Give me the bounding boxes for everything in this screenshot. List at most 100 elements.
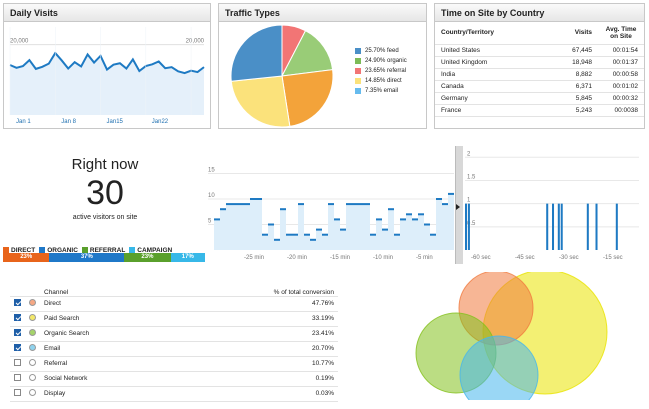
list-item[interactable]: Referral 10.77% (10, 356, 338, 372)
second-bar[interactable] (546, 203, 549, 250)
minute-bar[interactable] (448, 193, 454, 250)
table-row[interactable]: United States 67,445 00:01:54 (435, 44, 644, 57)
venn-circle[interactable] (459, 335, 539, 400)
pie-slice[interactable] (281, 30, 334, 77)
minute-bar-cap (256, 198, 262, 200)
second-bar[interactable] (560, 203, 563, 250)
minute-bar[interactable] (436, 199, 442, 250)
x-tick-label: -10 min (373, 255, 393, 261)
conversion-pct: 23.41% (268, 326, 338, 342)
minute-bar[interactable] (220, 209, 226, 250)
table-row[interactable]: Germany 5,845 00:00:32 (435, 92, 644, 105)
channel-checkbox[interactable] (14, 344, 21, 351)
minute-bar[interactable] (292, 234, 298, 250)
pie-slice[interactable] (230, 24, 283, 82)
minute-bar[interactable] (316, 229, 322, 250)
list-item[interactable]: Email 20.70% (10, 341, 338, 357)
right-now-widget: Right now 30 active visitors on site DIR… (0, 148, 210, 266)
minute-bar[interactable] (244, 204, 250, 250)
col-total-conversion[interactable]: % of total conversion (268, 278, 338, 297)
minute-bar[interactable] (322, 234, 328, 250)
minute-bar[interactable] (232, 204, 238, 250)
minute-bar[interactable] (256, 199, 262, 250)
source-tag: REFERRAL (81, 247, 125, 254)
minute-bar[interactable] (304, 234, 310, 250)
minute-bar[interactable] (394, 234, 400, 250)
minute-bar[interactable] (388, 209, 394, 250)
source-swatch (3, 247, 9, 253)
minute-bar[interactable] (328, 204, 334, 250)
minute-bar[interactable] (352, 204, 358, 250)
visits-value: 5,243 (544, 104, 598, 117)
second-bar[interactable] (586, 203, 589, 250)
minute-bar[interactable] (298, 204, 304, 250)
second-bar[interactable] (465, 203, 468, 250)
avg-time-value: 00:01:54 (598, 44, 644, 57)
active-visitor-count: 30 (86, 174, 124, 212)
time-on-site-title: Time on Site by Country (435, 4, 644, 22)
col-country[interactable]: Country/Territory (435, 22, 545, 45)
channel-checkbox[interactable] (14, 374, 21, 381)
col-avg-time[interactable]: Avg. Time on Site (598, 22, 644, 45)
table-row[interactable]: India 8,882 00:00:58 (435, 68, 644, 81)
minute-bar[interactable] (400, 219, 406, 250)
second-bar[interactable] (557, 203, 560, 250)
second-bar[interactable] (615, 203, 618, 250)
minute-bar-cap (244, 203, 250, 206)
minute-bar-cap (352, 203, 358, 206)
col-visits[interactable]: Visits (544, 22, 598, 45)
minute-bar[interactable] (250, 199, 256, 250)
minute-bar[interactable] (346, 204, 352, 250)
minute-bar[interactable] (364, 204, 370, 250)
dot-cell (25, 341, 40, 357)
list-item[interactable]: Display 0.03% (10, 386, 338, 402)
minute-bar[interactable] (358, 204, 364, 250)
second-bar[interactable] (467, 203, 470, 250)
minute-bar[interactable] (226, 204, 232, 250)
pie-slice[interactable] (230, 75, 291, 128)
minute-bar[interactable] (214, 219, 220, 250)
expand-arrow-icon[interactable] (455, 203, 461, 211)
minute-bar[interactable] (418, 214, 424, 250)
minute-bar[interactable] (406, 214, 412, 250)
channel-checkbox[interactable] (14, 329, 21, 336)
list-item[interactable]: Direct 47.76% (10, 296, 338, 312)
minute-bar[interactable] (430, 234, 436, 250)
second-bar[interactable] (552, 203, 555, 250)
minute-bar[interactable] (280, 209, 286, 250)
traffic-source-bar: 23% 37% 23% 17% (3, 253, 205, 262)
minute-bar[interactable] (238, 204, 244, 250)
minute-bar[interactable] (370, 234, 376, 250)
channel-checkbox[interactable] (14, 389, 21, 396)
minute-bar[interactable] (334, 219, 340, 250)
minute-bar-cap (220, 208, 226, 211)
minute-bar[interactable] (310, 239, 316, 250)
pie-slice[interactable] (281, 69, 334, 127)
minute-bar[interactable] (382, 229, 388, 250)
minute-bar[interactable] (376, 219, 382, 250)
col-channel[interactable]: Channel (40, 278, 268, 297)
dot-cell (25, 356, 40, 372)
table-row[interactable]: Canada 6,371 00:01:02 (435, 80, 644, 93)
list-item[interactable]: Social Network 0.19% (10, 371, 338, 387)
minute-bar[interactable] (262, 234, 268, 250)
table-row[interactable]: France 5,243 00:0038 (435, 104, 644, 117)
chart-divider[interactable] (455, 146, 463, 264)
minute-bar[interactable] (286, 234, 292, 250)
channel-checkbox[interactable] (14, 299, 21, 306)
channel-checkbox[interactable] (14, 314, 21, 321)
minute-bar-cap (286, 233, 292, 236)
channel-checkbox[interactable] (14, 359, 21, 366)
channel-name: Referral (40, 356, 268, 372)
minute-bar[interactable] (268, 224, 274, 251)
minute-bar[interactable] (424, 224, 430, 251)
minute-bar[interactable] (274, 239, 280, 250)
minute-bar[interactable] (412, 219, 418, 250)
source-bar-segment: 37% (49, 253, 125, 262)
list-item[interactable]: Paid Search 33.19% (10, 311, 338, 327)
list-item[interactable]: Organic Search 23.41% (10, 326, 338, 342)
minute-bar[interactable] (442, 204, 448, 250)
minute-bar[interactable] (340, 229, 346, 250)
second-bar[interactable] (595, 203, 598, 250)
table-row[interactable]: United Kingdom 18,948 00:01:37 (435, 56, 644, 69)
